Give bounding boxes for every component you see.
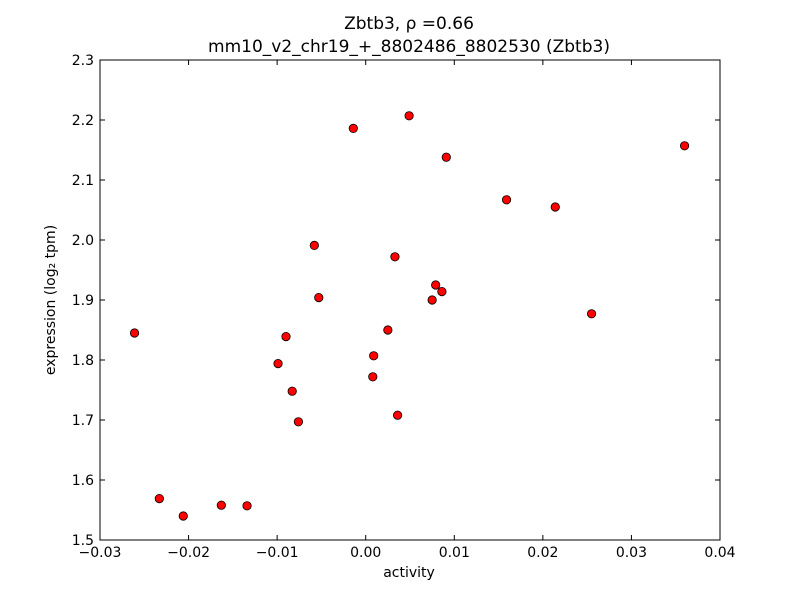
x-tick-label-0: −0.03 — [79, 545, 122, 561]
data-point-21 — [441, 152, 451, 162]
data-point-5 — [273, 358, 283, 369]
data-point-18 — [427, 295, 437, 305]
x-tick-label-2: −0.01 — [256, 545, 299, 561]
data-point-14 — [383, 325, 393, 335]
data-point-19 — [431, 280, 441, 290]
y-axis-label: expression (log₂ tpm) — [43, 225, 59, 375]
x-tick-label-1: −0.02 — [167, 545, 210, 561]
y-tick-label-4: 1.9 — [72, 293, 94, 309]
chart-title-line2: mm10_v2_chr19_+_8802486_8802530 (Zbtb3) — [208, 37, 610, 57]
data-point-9 — [309, 240, 319, 250]
data-point-6 — [281, 331, 291, 342]
data-point-20 — [437, 286, 447, 297]
data-point-2 — [178, 511, 188, 521]
data-point-22 — [501, 195, 512, 205]
y-tick-label-2: 1.7 — [72, 413, 94, 429]
y-tick-label-6: 2.1 — [72, 173, 94, 189]
y-tick-label-0: 1.5 — [72, 533, 94, 549]
x-tick-label-4: 0.01 — [439, 545, 470, 561]
y-tick-label-3: 1.8 — [72, 353, 94, 369]
data-point-16 — [392, 410, 403, 420]
data-point-17 — [404, 111, 414, 121]
data-points — [129, 111, 690, 521]
x-tick-label-6: 0.03 — [616, 545, 647, 561]
data-point-23 — [550, 202, 560, 212]
data-point-0 — [129, 328, 140, 338]
data-point-25 — [679, 141, 690, 151]
y-tick-label-8: 2.3 — [72, 53, 94, 69]
data-point-15 — [390, 252, 400, 262]
x-tick-label-3: 0.00 — [350, 545, 381, 561]
data-point-11 — [348, 123, 358, 133]
data-point-4 — [242, 501, 252, 511]
data-point-7 — [287, 386, 297, 396]
y-tick-label-1: 1.6 — [72, 473, 94, 489]
plot-frame — [99, 59, 721, 541]
data-point-8 — [293, 417, 303, 427]
data-point-13 — [369, 351, 379, 361]
y-tick-label-5: 2.0 — [72, 233, 94, 249]
x-tick-label-7: 0.04 — [704, 545, 735, 561]
data-point-3 — [216, 500, 226, 510]
x-axis-label: activity — [383, 565, 435, 581]
y-tick-label-7: 2.2 — [72, 113, 94, 129]
data-point-1 — [154, 493, 164, 504]
data-point-10 — [314, 292, 324, 303]
x-tick-label-5: 0.02 — [527, 545, 558, 561]
axis-ticks: −0.03 −0.02 −0.01 0.00 0.01 0.02 0.03 0.04 1.5 1.… — [72, 53, 736, 561]
chart-title-line1: Zbtb3, ρ =0.66 — [344, 14, 474, 34]
data-point-24 — [586, 309, 597, 319]
data-point-12 — [368, 372, 378, 382]
